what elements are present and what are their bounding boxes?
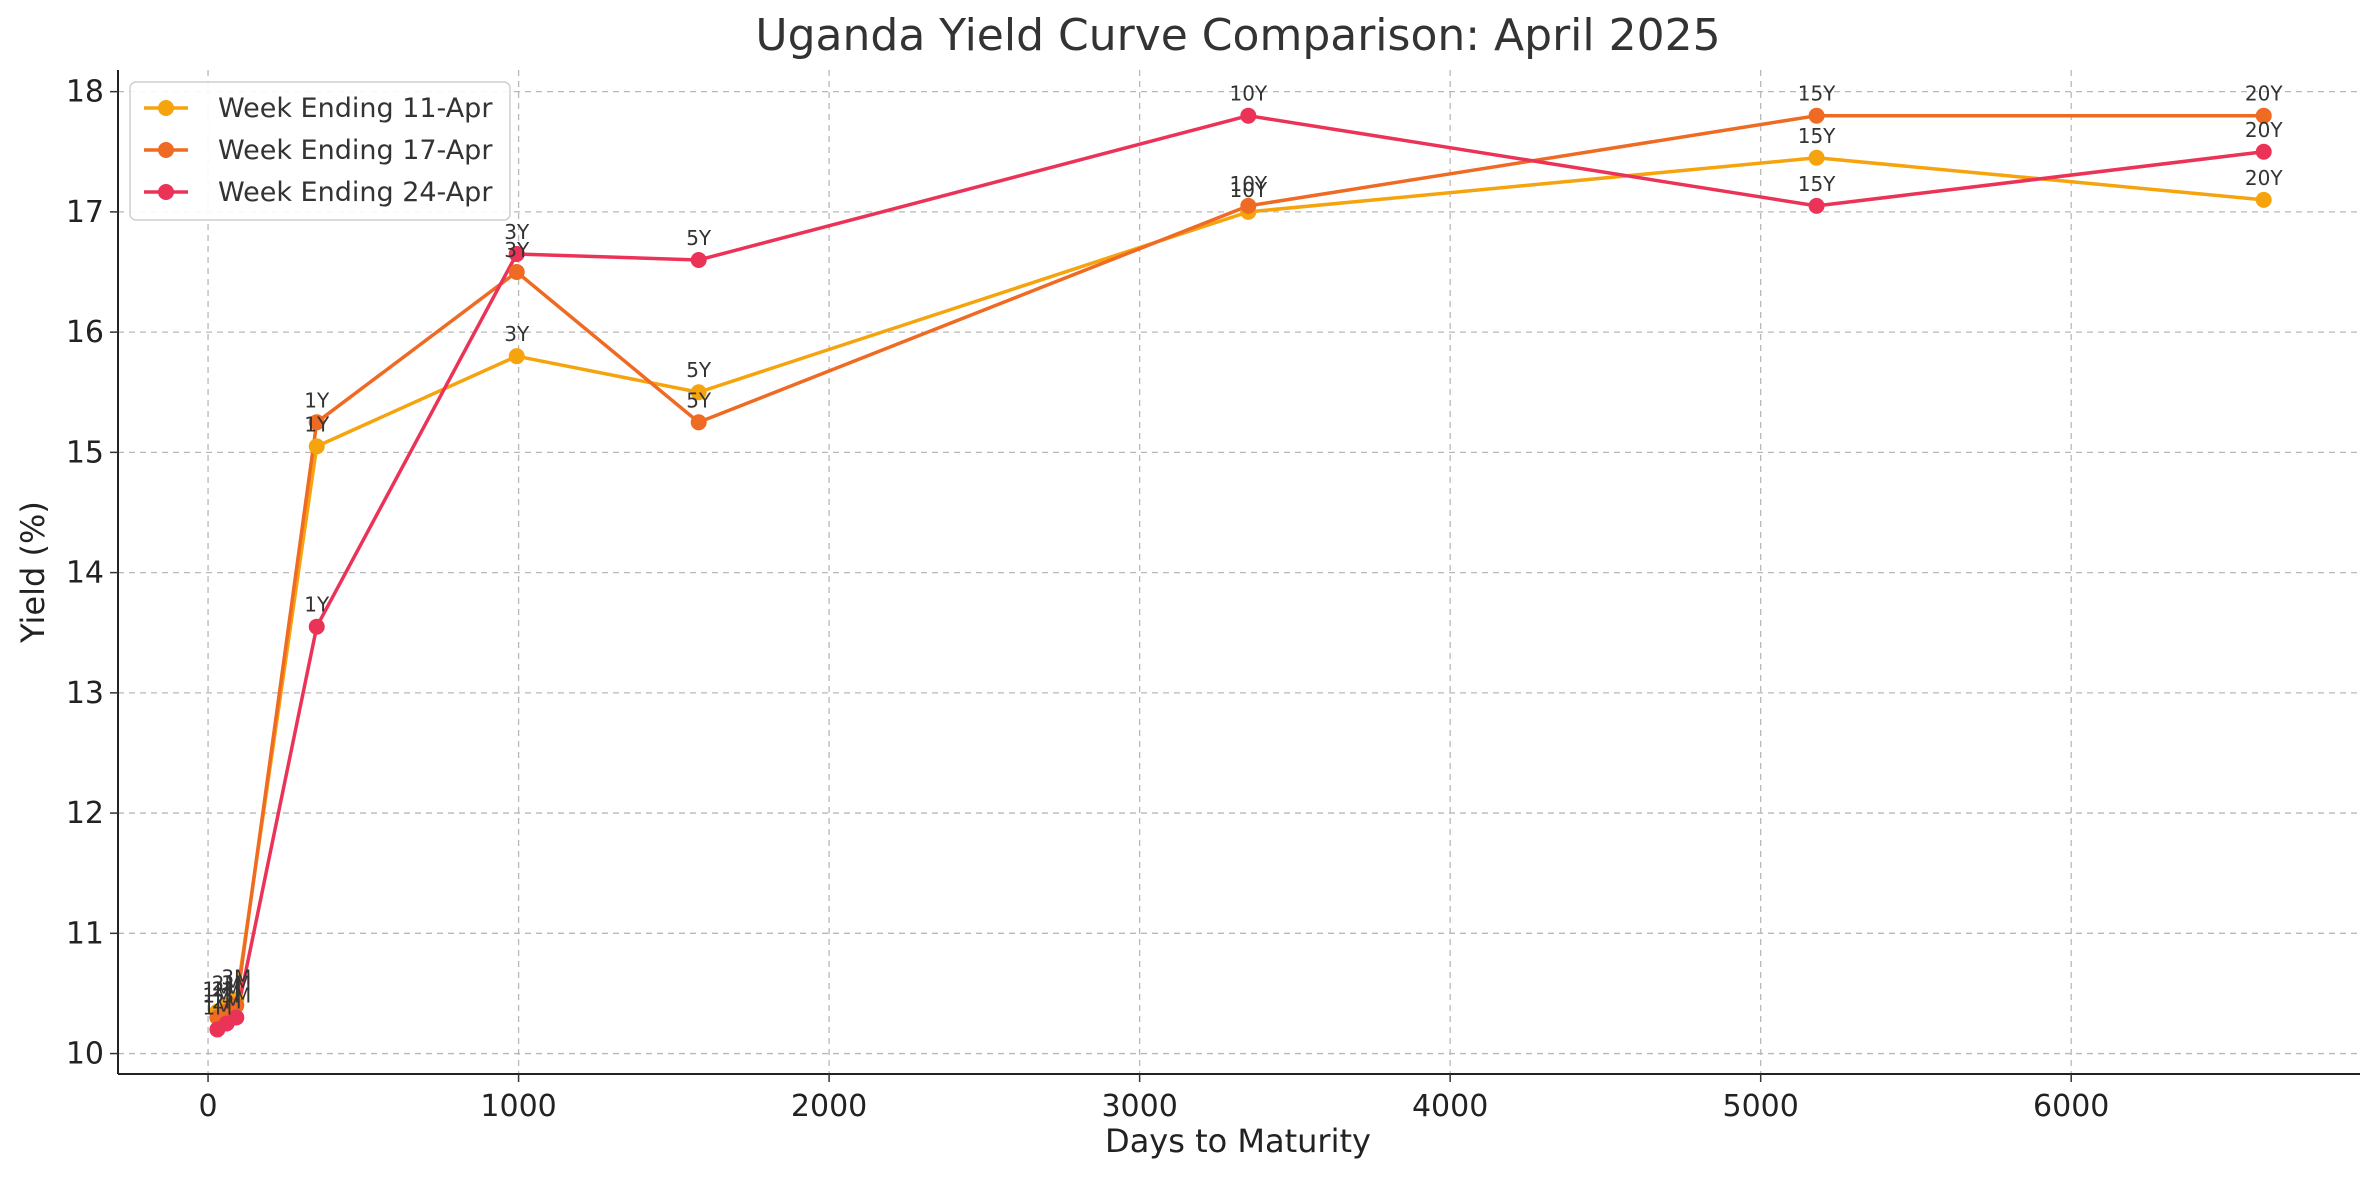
x-tick-label: 3000: [1101, 1089, 1177, 1124]
point-label: 1Y: [304, 412, 330, 436]
x-tick-label: 2000: [791, 1089, 867, 1124]
x-tick-label: 4000: [1412, 1089, 1488, 1124]
y-tick-label: 13: [66, 676, 104, 711]
data-point: [508, 245, 525, 262]
data-point: [1808, 149, 1825, 166]
point-label: 3M: [221, 965, 251, 989]
legend-marker: [158, 100, 174, 116]
point-label: 5Y: [686, 226, 712, 250]
point-label: 15Y: [1798, 172, 1836, 196]
point-label: 15Y: [1798, 124, 1836, 148]
y-tick-label: 14: [66, 556, 104, 591]
data-point: [2255, 191, 2272, 208]
x-axis-ticks: 0 1000 2000 3000 4000 5000 6000: [199, 1074, 2109, 1124]
y-tick-label: 16: [66, 315, 104, 350]
point-label: 3M: [221, 971, 251, 995]
legend: Week Ending 11-Apr Week Ending 17-Apr Week…: [129, 81, 511, 221]
point-label: 10Y: [1229, 178, 1267, 202]
data-point: [1240, 107, 1257, 124]
data-point: [1240, 197, 1257, 214]
point-label: 3Y: [504, 220, 530, 244]
data-point: [308, 414, 325, 431]
legend-marker: [158, 142, 174, 158]
point-label: 2M: [212, 989, 242, 1013]
data-point: [1808, 197, 1825, 214]
point-label: 20Y: [2245, 166, 2283, 190]
legend-box: [129, 81, 511, 221]
point-label: 1Y: [304, 388, 330, 412]
data-point: [508, 348, 525, 365]
x-tick-label: 5000: [1723, 1089, 1799, 1124]
series-line: [216, 156, 2264, 1013]
point-label: 3Y: [504, 322, 530, 346]
chart-title: Uganda Yield Curve Comparison: April 202…: [755, 10, 1720, 61]
point-label: 20Y: [2245, 82, 2283, 106]
point-label: 20Y: [2245, 118, 2283, 142]
grid-lines: [118, 70, 2360, 1074]
point-label: 1M: [202, 996, 232, 1020]
data-point: [308, 438, 325, 455]
data-point: [1808, 107, 1825, 124]
legend-marker: [158, 184, 174, 200]
legend-label: Week Ending 17-Apr: [218, 135, 493, 166]
y-axis-label: Yield (%): [14, 501, 52, 644]
y-tick-label: 11: [66, 916, 104, 951]
point-label: 1Y: [304, 593, 330, 617]
point-label: 2M: [212, 971, 242, 995]
y-tick-label: 17: [66, 195, 104, 230]
x-tick-label: 0: [199, 1089, 218, 1124]
data-point: [2255, 107, 2272, 124]
data-point: [228, 1009, 245, 1026]
data-point: [2255, 143, 2272, 160]
point-label: 10Y: [1229, 82, 1267, 106]
point-label: 5Y: [686, 358, 712, 382]
point-label: 5Y: [686, 388, 712, 412]
x-axis-label: Days to Maturity: [1105, 1122, 1371, 1160]
data-point: [690, 251, 707, 268]
y-tick-label: 10: [66, 1037, 104, 1072]
x-tick-label: 1000: [480, 1089, 556, 1124]
point-label: 1M: [202, 983, 232, 1007]
data-point: [228, 997, 245, 1014]
series-points: [209, 107, 2272, 1038]
point-label: 15Y: [1798, 82, 1836, 106]
data-point: [308, 618, 325, 635]
x-tick-label: 6000: [2033, 1089, 2109, 1124]
y-axis-ticks: 10 11 12 13 14 15 16 17 18: [66, 75, 118, 1072]
point-label: 3M: [221, 983, 251, 1007]
point-label: 1M: [202, 977, 232, 1001]
legend-label: Week Ending 24-Apr: [218, 177, 493, 208]
point-label: 10Y: [1229, 172, 1267, 196]
data-point: [690, 384, 707, 401]
legend-label: Week Ending 11-Apr: [218, 93, 493, 124]
y-tick-label: 12: [66, 796, 104, 831]
data-point: [690, 414, 707, 431]
y-tick-label: 18: [66, 75, 104, 110]
point-label: 3Y: [504, 238, 530, 262]
point-label: 2M: [212, 977, 242, 1001]
data-point: [508, 264, 525, 281]
y-tick-label: 15: [66, 435, 104, 470]
